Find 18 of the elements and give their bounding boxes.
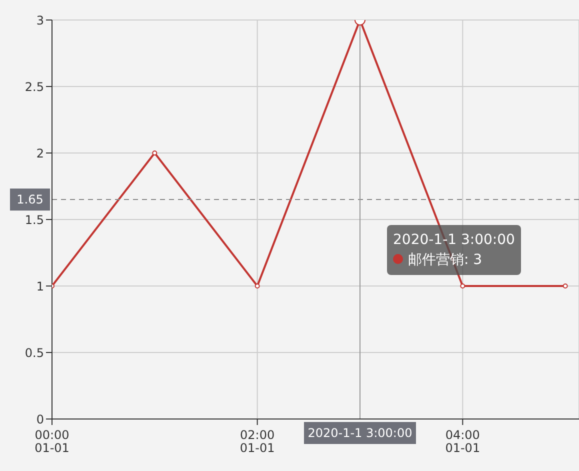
- y-tick-label: 3: [36, 13, 44, 28]
- annotation: 2020-1-1 3:00:00: [393, 232, 515, 248]
- x-tick-label: 00:00 01-01: [34, 428, 70, 455]
- y-tick-label: 1: [36, 279, 44, 294]
- y-tick-label: 2: [36, 146, 44, 160]
- ref-line-label: 1.65: [16, 192, 44, 207]
- y-tick-label: 0: [36, 412, 44, 426]
- y-tick-label: 2.5: [24, 80, 44, 94]
- point: [152, 150, 158, 156]
- x-tick-label: 02:00 01-01: [240, 428, 275, 455]
- y-tick-label: 1.5: [24, 212, 44, 227]
- point: [460, 284, 466, 288]
- ref-line-label: 2020-1-1 3:00:00: [308, 426, 412, 440]
- point: [254, 284, 260, 288]
- annotation: 邮件营销: 3: [408, 252, 482, 268]
- x-tick-label: 04:00 01-01: [445, 428, 480, 455]
- point: [562, 284, 568, 288]
- y-tick-label: 0.5: [24, 346, 44, 360]
